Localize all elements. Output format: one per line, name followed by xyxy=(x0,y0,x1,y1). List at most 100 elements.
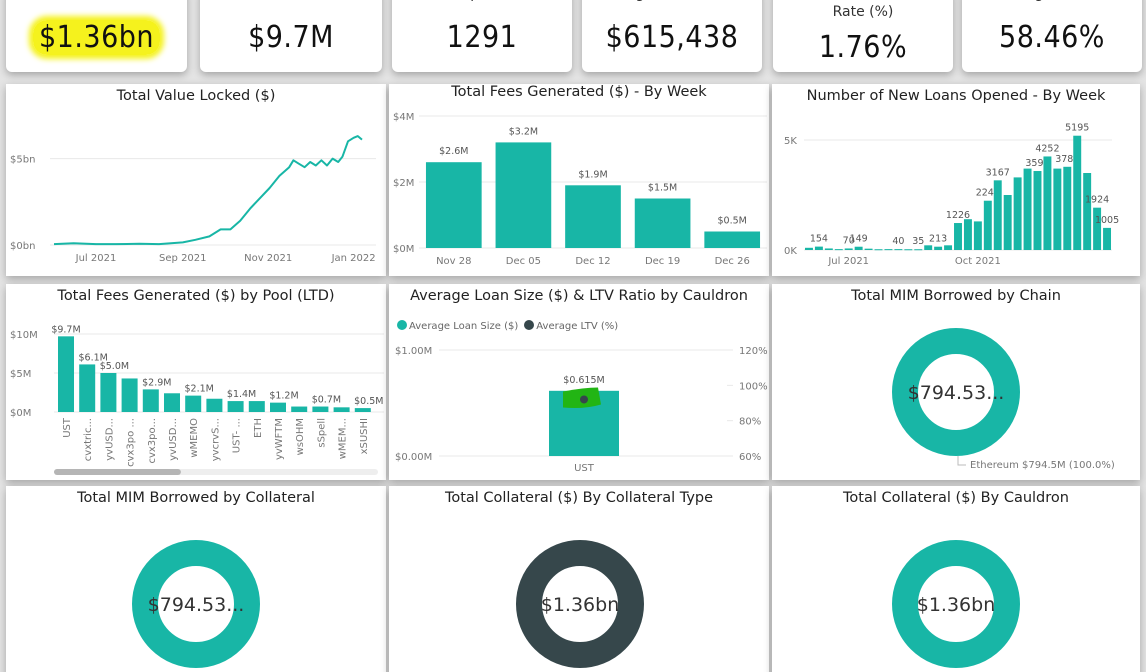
leader-line xyxy=(957,456,966,466)
panel-fees-by-pool[interactable]: Total Fees Generated ($) by Pool (LTD) $… xyxy=(6,284,386,480)
kpi-card-average-ltv[interactable]: Average LTV (%) 58.46% xyxy=(962,0,1142,72)
kpi-value: 1.76% xyxy=(818,30,908,65)
data-label: $3.2M xyxy=(509,126,538,137)
x-tick-label: cvx3po ... xyxy=(126,418,137,467)
kpi-title: Total Open Loans xyxy=(392,0,572,2)
data-label: $0.5M xyxy=(354,396,383,407)
donut-center-label: $1.36bn xyxy=(541,594,620,616)
panel-loan-size-ltv[interactable]: Average Loan Size ($) & LTV Ratio by Cau… xyxy=(389,284,769,480)
panel-mim-by-collateral[interactable]: Total MIM Borrowed by Collateral $794.53… xyxy=(6,486,386,672)
bar xyxy=(185,395,202,412)
bar xyxy=(894,249,903,251)
bar xyxy=(1093,207,1102,250)
panel-title: Average Loan Size ($) & LTV Ratio by Cau… xyxy=(410,288,748,304)
bar xyxy=(924,245,933,250)
x-tick-label: Dec 19 xyxy=(645,256,680,267)
mim-chain-donut-chart[interactable]: $794.53... Ethereum $794.5M (100.0%) xyxy=(772,284,1140,480)
fees-pool-bar-chart[interactable]: $0M $5M $10M $9.7M UST $6.1M cvxtric... $5.0M yv… xyxy=(6,284,386,480)
x-tick-label: Jul 2021 xyxy=(75,253,117,264)
y-tick-label: $0.00M xyxy=(395,452,432,463)
panel-collateral-by-type[interactable]: Total Collateral ($) By Collateral Type … xyxy=(389,486,769,672)
data-label: 1226 xyxy=(946,210,970,221)
kpi-card-total-value-locked[interactable]: Total Value Locked ($) $1.36bn xyxy=(6,0,187,72)
bar xyxy=(1013,177,1022,250)
x-tick-label: UST- ... xyxy=(232,418,243,453)
bar xyxy=(934,246,943,250)
kpi-value: 1291 xyxy=(446,20,518,55)
panel-collateral-by-cauldron[interactable]: Total Collateral ($) By Cauldron $1.36bn xyxy=(772,486,1140,672)
bar xyxy=(634,198,691,248)
kpi-value: $615,438 xyxy=(605,20,739,55)
data-label: 70 xyxy=(843,235,855,246)
data-label: $2.6M xyxy=(439,146,468,157)
x-tick-label: ETH xyxy=(253,418,264,438)
data-label: $9.7M xyxy=(51,324,80,335)
bar xyxy=(834,249,843,251)
kpi-card-average-loan-size[interactable]: Average Loan Size ($) $615,438 xyxy=(582,0,762,72)
x-tick-label: Nov 2021 xyxy=(244,253,292,264)
x-tick-label: sSpell xyxy=(316,418,327,448)
x-tick-label: yvcrvS... xyxy=(210,418,221,461)
donut-slice xyxy=(892,540,1020,668)
bar xyxy=(954,223,962,250)
x-tick-label: cvx3po... xyxy=(147,418,158,464)
x-tick-label: xSUSHI xyxy=(359,418,370,454)
bar xyxy=(291,406,308,412)
bar xyxy=(864,248,873,250)
bar xyxy=(884,249,893,251)
data-label: $5.0M xyxy=(100,361,129,372)
x-tick-label: Dec 05 xyxy=(506,256,541,267)
kpi-card-rate[interactable]: Rate (%) 1.76% xyxy=(773,0,953,72)
panel-title: Total MIM Borrowed by Collateral xyxy=(77,490,315,506)
panel-total-value-locked[interactable]: Total Value Locked ($) $0bn $5bn Jul 2021 S… xyxy=(6,84,386,276)
bar xyxy=(100,373,117,412)
loan-ltv-combo-chart[interactable]: $0.00M $1.00M 60% 80% 100% 120% $0.615M UST xyxy=(389,284,769,480)
bar xyxy=(121,378,138,412)
panel-title: Total Fees Generated ($) - By Week xyxy=(451,84,707,100)
data-label: 213 xyxy=(929,234,947,245)
donut-center-label: $1.36bn xyxy=(917,594,996,616)
x-tick-label: Dec 26 xyxy=(715,256,750,267)
mim-collateral-donut-chart[interactable]: $794.53... xyxy=(6,486,386,672)
data-label: 3167 xyxy=(986,167,1010,178)
kpi-value: $9.7M xyxy=(248,20,334,55)
collateral-cauldron-donut-chart[interactable]: $1.36bn xyxy=(772,486,1140,672)
chart-legend: Average Loan Size ($) Average LTV (%) xyxy=(397,320,618,332)
y-tick-label: $0M xyxy=(393,244,414,255)
legend-item-loan-size[interactable]: Average Loan Size ($) xyxy=(397,320,518,332)
bar xyxy=(227,401,244,412)
panel-fees-by-week[interactable]: Total Fees Generated ($) - By Week $0M $2… xyxy=(389,84,769,276)
tvl-line-chart[interactable]: $0bn $5bn Jul 2021 Sep 2021 Nov 2021 Jan 2022 xyxy=(6,84,386,276)
kpi-card-total-open-loans[interactable]: Total Open Loans 1291 xyxy=(392,0,572,72)
bar xyxy=(993,180,1002,250)
data-label: $2.9M xyxy=(142,377,171,388)
bar xyxy=(1053,168,1062,250)
data-label: $0.615M xyxy=(563,375,604,386)
collateral-type-donut-chart[interactable]: $1.36bn xyxy=(389,486,769,672)
fees-week-bar-chart[interactable]: $0M $2M $4M $2.6M Nov 28 $3.2M Dec 05 $1.9M Dec … xyxy=(389,84,769,276)
scrollbar-thumb[interactable] xyxy=(54,469,181,475)
bar xyxy=(142,389,159,412)
panel-new-loans-by-week[interactable]: Number of New Loans Opened - By Week 0K 5… xyxy=(772,84,1140,276)
panel-title: Total Value Locked ($) xyxy=(116,88,276,104)
x-tick-label: wMEM... xyxy=(338,418,349,459)
x-tick-label: yvUSD... xyxy=(168,418,179,461)
data-label: 5195 xyxy=(1065,123,1089,134)
legend-dot-icon xyxy=(397,320,407,330)
x-tick-label: Oct 2021 xyxy=(955,256,1001,267)
kpi-card-total-fees[interactable]: Total Fees Generated ($) $9.7M xyxy=(200,0,382,72)
legend-item-ltv[interactable]: Average LTV (%) xyxy=(524,320,618,332)
data-label: 149 xyxy=(850,234,868,245)
ltv-point xyxy=(580,395,588,404)
x-tick-label: wsOHM xyxy=(295,418,306,455)
kpi-title: Average LTV (%) xyxy=(962,0,1142,2)
y2-tick-label: 60% xyxy=(739,452,761,463)
x-tick-label: UST xyxy=(574,463,595,474)
bar xyxy=(270,402,286,412)
bar xyxy=(79,364,96,412)
kpi-value: $1.36bn xyxy=(6,20,187,55)
data-label: $1.5M xyxy=(648,183,677,194)
bar xyxy=(874,249,883,251)
panel-mim-by-chain[interactable]: Total MIM Borrowed by Chain $794.53... Et… xyxy=(772,284,1140,480)
